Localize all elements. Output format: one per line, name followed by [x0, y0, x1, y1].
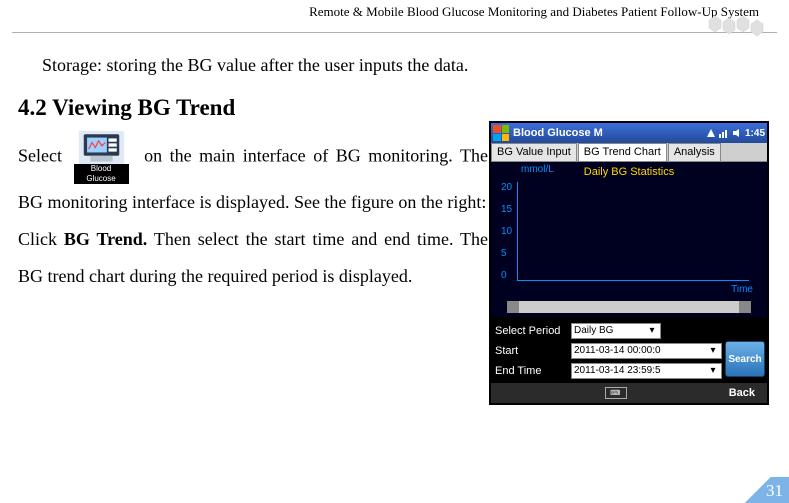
- page-header: Remote & Mobile Blood Glucose Monitoring…: [0, 0, 789, 20]
- y-tick-15: 15: [501, 204, 512, 215]
- period-select[interactable]: Daily BG ▾: [571, 323, 661, 339]
- y-tick-5: 5: [501, 248, 507, 259]
- section-title: 4.2 Viewing BG Trend: [18, 95, 771, 121]
- y-tick-10: 10: [501, 226, 512, 237]
- period-value: Daily BG: [574, 324, 613, 338]
- intro-text: Storage: storing the BG value after the …: [42, 47, 771, 85]
- end-datetime-field[interactable]: 2011-03-14 23:59:5 ▾: [571, 363, 722, 379]
- mobile-form: Select Period Daily BG ▾ Start 2011-03-1…: [491, 317, 767, 383]
- keyboard-icon[interactable]: ⌨: [605, 387, 627, 399]
- tab-analysis[interactable]: Analysis: [668, 143, 721, 161]
- scroll-right-arrow[interactable]: [739, 301, 751, 313]
- end-value: 2011-03-14 23:59:5: [574, 364, 661, 378]
- text-bg-trend-bold: BG Trend.: [64, 229, 147, 249]
- icon-label: Blood Glucose: [74, 164, 129, 184]
- end-label: End Time: [493, 365, 571, 377]
- dropdown-arrow-icon: ▾: [707, 364, 719, 378]
- start-label: Start: [493, 345, 571, 357]
- signal-icon: [719, 128, 729, 138]
- mobile-time: 1:45: [745, 128, 765, 139]
- mobile-bottombar: ⌨ Back: [491, 383, 767, 403]
- scroll-left-arrow[interactable]: [507, 301, 519, 313]
- chart-area: Daily BG Statistics mmol/L 20 15 10 5 0 …: [491, 162, 767, 317]
- page-number: 31: [766, 481, 783, 501]
- mobile-status-icons: 1:45: [706, 128, 765, 139]
- volume-icon: [732, 128, 742, 138]
- blood-glucose-app-icon: Blood Glucose: [74, 131, 129, 184]
- x-axis-line: [517, 280, 749, 281]
- content-area: Storage: storing the BG value after the …: [0, 33, 789, 294]
- search-button[interactable]: Search: [725, 341, 765, 377]
- y-axis-line: [517, 182, 518, 280]
- period-label: Select Period: [493, 325, 571, 337]
- start-datetime-field[interactable]: 2011-03-14 00:00:0 ▾: [571, 343, 722, 359]
- dropdown-arrow-icon: ▾: [707, 344, 719, 358]
- windows-mobile-logo-icon: [493, 125, 509, 141]
- chart-scrollbar[interactable]: [507, 301, 751, 313]
- back-button[interactable]: Back: [729, 387, 755, 399]
- text-select: Select: [18, 145, 62, 165]
- start-value: 2011-03-14 00:00:0: [574, 344, 661, 358]
- tab-bg-trend-chart[interactable]: BG Trend Chart: [578, 143, 667, 161]
- tab-bg-value-input[interactable]: BG Value Input: [491, 143, 577, 161]
- mobile-titlebar: Blood Glucose M 1:45: [491, 123, 767, 143]
- search-button-label: Search: [728, 354, 761, 365]
- text-click: Click: [18, 229, 64, 249]
- mobile-app-title: Blood Glucose M: [513, 127, 706, 139]
- header-title: Remote & Mobile Blood Glucose Monitoring…: [309, 4, 759, 19]
- y-axis-unit: mmol/L: [521, 164, 554, 175]
- mobile-tabs: BG Value Input BG Trend Chart Analysis: [491, 143, 767, 162]
- mobile-screenshot: Blood Glucose M 1:45 BG Value Input BG T…: [489, 121, 769, 405]
- scroll-track[interactable]: [519, 301, 739, 313]
- x-axis-label: Time: [731, 284, 753, 295]
- dropdown-arrow-icon: ▾: [646, 324, 658, 338]
- body-text: Select Blood Glucose on the main interfa…: [18, 131, 488, 295]
- connectivity-icon: [706, 128, 716, 138]
- y-tick-0: 0: [501, 270, 507, 281]
- page-number-corner: 31: [741, 473, 789, 503]
- y-tick-20: 20: [501, 182, 512, 193]
